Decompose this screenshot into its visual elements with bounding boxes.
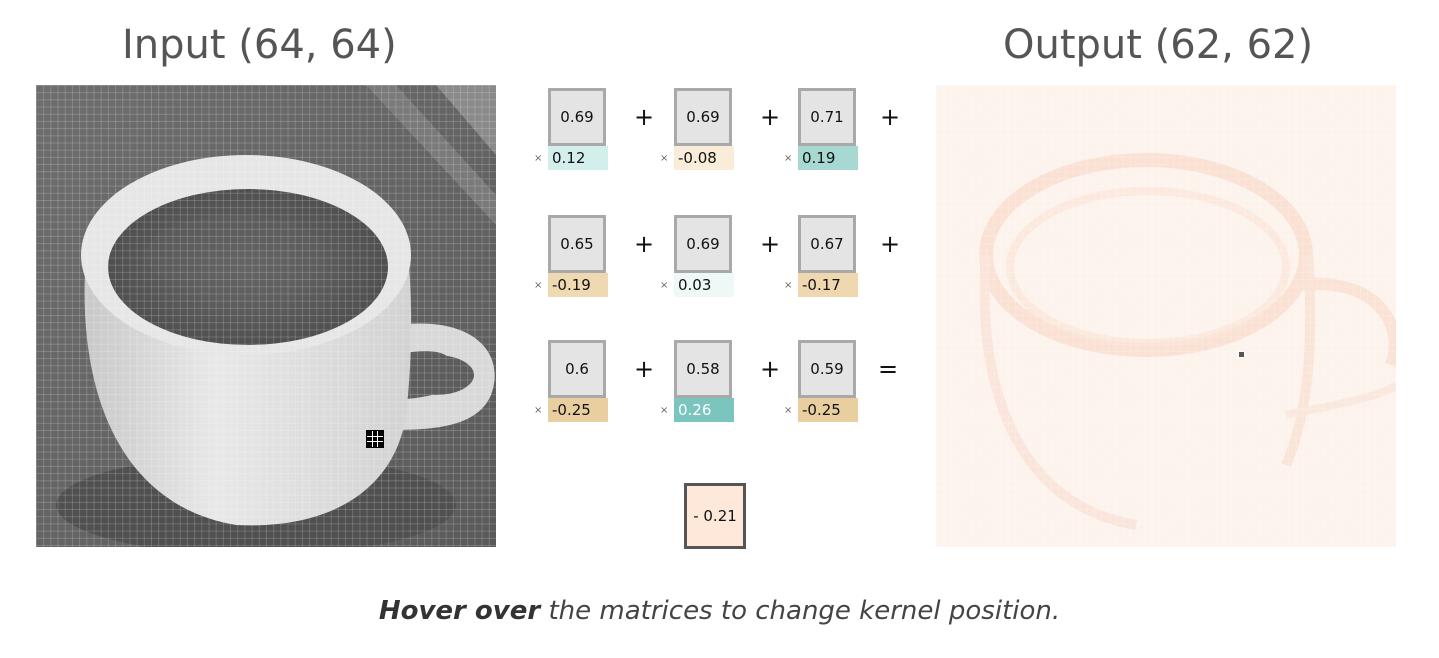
plus-operator: + [760,355,781,383]
plus-operator: + [880,230,901,258]
kernel-weight: 0.19 [798,146,858,170]
kernel-weight: -0.19 [548,273,608,297]
multiply-symbol: × [660,153,669,164]
kernel-weight: -0.17 [798,273,858,297]
kernel-cell: 0.58 × 0.26 [660,340,754,440]
kernel-weight: -0.25 [548,398,608,422]
output-image-matrix[interactable] [936,85,1396,547]
input-value-box[interactable]: 0.6 [548,340,606,398]
input-value-box[interactable]: 0.59 [798,340,856,398]
input-value-box[interactable]: 0.58 [674,340,732,398]
plus-operator: + [634,103,655,131]
plus-operator: + [634,355,655,383]
caption-rest: the matrices to change kernel position. [540,596,1061,626]
input-value-box[interactable]: 0.71 [798,88,856,146]
kernel-cell: 0.69 × 0.12 [534,88,628,188]
kernel-weight: -0.25 [798,398,858,422]
multiply-symbol: × [784,153,793,164]
input-image-matrix[interactable] [36,85,496,547]
output-title: Output (62, 62) [1003,22,1314,68]
multiply-symbol: × [534,280,543,291]
multiply-symbol: × [534,405,543,416]
input-title: Input (64, 64) [122,22,397,68]
multiply-symbol: × [534,153,543,164]
input-value-box[interactable]: 0.67 [798,215,856,273]
caption-bold: Hover over [378,596,541,626]
output-position-marker [1238,351,1245,358]
kernel-weight: 0.26 [674,398,734,422]
input-value-box[interactable]: 0.69 [548,88,606,146]
kernel-cell: 0.69 × -0.08 [660,88,754,188]
input-value-box[interactable]: 0.69 [674,215,732,273]
input-value-box[interactable]: 0.69 [674,88,732,146]
kernel-cell: 0.71 × 0.19 [784,88,878,188]
plus-operator: + [634,230,655,258]
multiply-symbol: × [784,405,793,416]
result-value-box[interactable]: - 0.21 [684,483,746,549]
input-value-box[interactable]: 0.65 [548,215,606,273]
kernel-cell: 0.59 × -0.25 [784,340,878,440]
multiply-symbol: × [784,280,793,291]
kernel-weight: -0.08 [674,146,734,170]
plus-operator: + [760,103,781,131]
plus-operator: + [760,230,781,258]
caption: Hover over the matrices to change kernel… [0,596,1439,626]
equals-operator: = [878,355,899,383]
kernel-cell: 0.65 × -0.19 [534,215,628,315]
kernel-cell: 0.6 × -0.25 [534,340,628,440]
coffee-cup-grayscale-image [36,85,496,547]
multiply-symbol: × [660,405,669,416]
convolution-output-image [936,85,1396,547]
kernel-cell: 0.67 × -0.17 [784,215,878,315]
kernel-position-marker [366,430,384,448]
kernel-cell: 0.69 × 0.03 [660,215,754,315]
kernel-weight: 0.03 [674,273,734,297]
plus-operator: + [880,103,901,131]
multiply-symbol: × [660,280,669,291]
kernel-weight: 0.12 [548,146,608,170]
